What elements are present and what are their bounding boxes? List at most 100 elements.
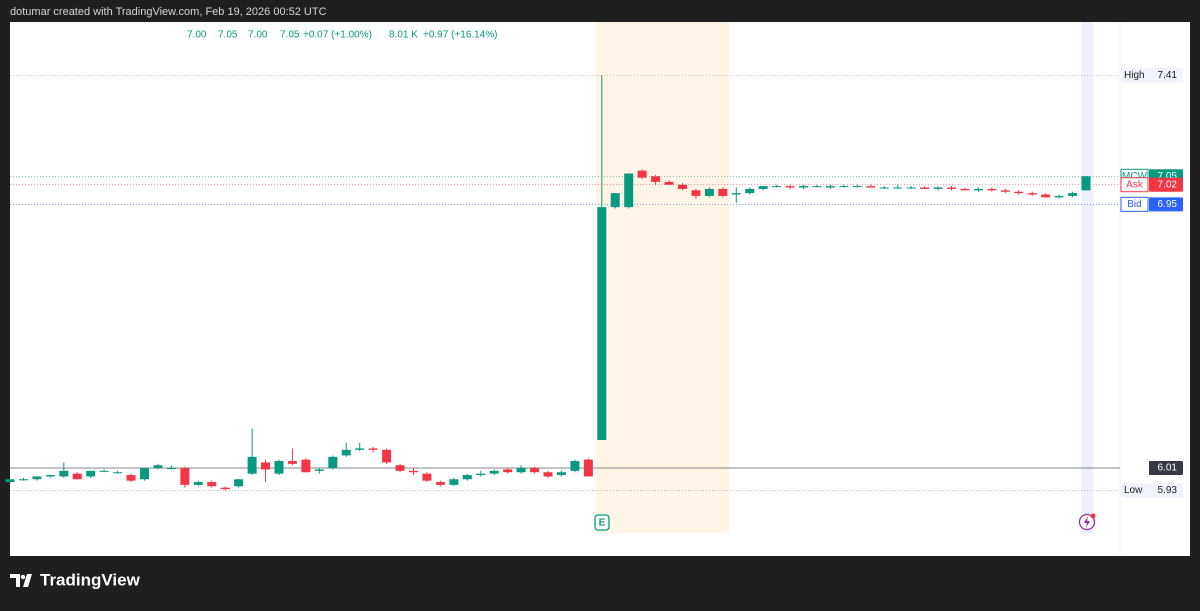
price-label-bg	[1121, 483, 1183, 498]
candle-body	[947, 187, 956, 189]
candle-body	[395, 465, 405, 471]
legend-item: 7.00	[187, 30, 207, 41]
candle-body	[597, 207, 607, 440]
candle-body	[610, 193, 620, 208]
candle-body	[973, 188, 983, 191]
candle-body	[745, 188, 755, 194]
candle-body	[301, 459, 311, 473]
candle-body	[355, 448, 365, 450]
session-shade	[1081, 22, 1093, 533]
candle-body	[799, 186, 809, 188]
candle-body	[153, 465, 163, 469]
candle-body	[382, 449, 392, 463]
candle-body	[718, 188, 728, 196]
candle-body	[489, 470, 499, 474]
candle-body	[287, 461, 297, 464]
price-label-name: Low	[1124, 485, 1143, 496]
candle-body	[933, 187, 943, 189]
legend-item: 7.05	[280, 30, 300, 41]
candle-body	[274, 461, 284, 474]
price-label-value: 7.05	[1158, 171, 1178, 182]
candle-body	[664, 181, 674, 185]
candle-body	[651, 176, 661, 182]
legend-item: 7.05	[218, 30, 238, 41]
candle-body	[543, 472, 553, 477]
candle-body	[785, 186, 795, 188]
candle-body	[731, 193, 741, 195]
earnings-icon[interactable]: E	[594, 514, 610, 531]
candle-body	[879, 187, 889, 189]
candle-body	[866, 186, 876, 188]
legend-item: +0.07 (+1.00%)	[303, 30, 372, 41]
price-label-box	[1149, 177, 1183, 192]
price-label-name-bg	[1120, 177, 1149, 193]
candle-body	[920, 187, 930, 189]
price-label-value: 5.93	[1158, 485, 1178, 496]
candle-body	[126, 475, 136, 481]
candle-body	[624, 173, 634, 208]
candle-body	[678, 184, 687, 189]
candle-body	[113, 472, 123, 474]
candle-body	[556, 472, 566, 476]
candle-body	[435, 482, 445, 485]
price-label-name: Ask	[1126, 179, 1144, 190]
candle-body	[476, 473, 486, 476]
candle-body	[166, 468, 176, 470]
candle-body	[462, 475, 472, 480]
candle-body	[503, 469, 513, 473]
candle-body	[530, 468, 540, 473]
candle-body	[314, 469, 324, 471]
candle-body	[86, 470, 96, 477]
candle-body	[180, 468, 190, 485]
candle-body	[893, 187, 903, 189]
candle-body	[193, 482, 203, 485]
candle-body	[409, 470, 418, 473]
candle-body	[1000, 190, 1010, 192]
candle-body	[516, 468, 526, 473]
candle-body	[704, 188, 714, 196]
candle-body	[772, 186, 782, 188]
candle-body	[368, 448, 378, 450]
candle-body	[234, 479, 244, 487]
candle-body	[99, 470, 109, 472]
candle-body	[825, 186, 835, 188]
header: dotumar created with TradingView.com, Fe…	[10, 6, 327, 18]
candle-body	[45, 475, 55, 477]
price-label-value: 6.95	[1158, 199, 1178, 210]
legend-item: +0.97 (+16.14%)	[423, 30, 498, 41]
price-label-value: 7.02	[1158, 179, 1178, 190]
price-label-name: High	[1124, 70, 1145, 81]
candle-body	[261, 462, 271, 470]
candle-body	[422, 473, 432, 481]
candle-body	[637, 170, 647, 178]
candle-body	[1014, 191, 1024, 194]
candle-body	[1054, 195, 1064, 198]
svg-text:E: E	[599, 518, 606, 529]
candle-body	[247, 456, 257, 474]
legend-item: 8.01 K	[389, 30, 418, 41]
candle-body	[1068, 193, 1078, 196]
price-label-name: Bid	[1127, 199, 1141, 210]
candle-body	[839, 186, 849, 188]
brand: TradingView	[40, 570, 141, 589]
candle-body	[758, 186, 768, 189]
candle-body	[341, 449, 351, 456]
candle-body	[960, 188, 970, 191]
price-label-bg	[1121, 68, 1183, 83]
candle-body	[32, 476, 42, 480]
candle-body	[987, 188, 997, 191]
session-shade	[596, 22, 729, 533]
candle-body	[1027, 193, 1037, 195]
candle-body	[583, 459, 593, 477]
candle-body	[691, 190, 701, 196]
candle-body	[449, 479, 459, 485]
candle-body	[570, 461, 580, 471]
candle-body	[220, 487, 230, 490]
legend-item: 7.00	[248, 30, 268, 41]
candle-body	[5, 479, 15, 483]
candle-body	[1041, 194, 1051, 198]
candle-body	[207, 482, 217, 487]
event-icon[interactable]	[1078, 513, 1096, 531]
candle-body	[812, 186, 822, 188]
candle-body	[18, 479, 28, 481]
